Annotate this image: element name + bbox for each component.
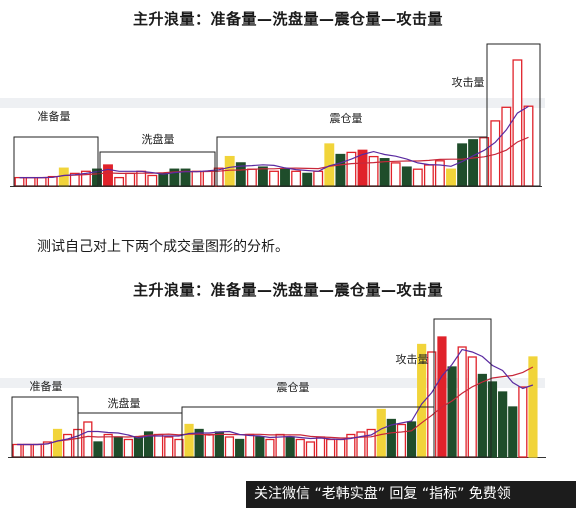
volume-bar (518, 386, 528, 458)
volume-bar (427, 351, 437, 458)
volume-bar (32, 443, 42, 458)
region-label: 震仓量 (330, 111, 363, 125)
volume-bar (336, 438, 346, 458)
volume-bar (204, 433, 214, 458)
volume-bar (477, 373, 487, 458)
ma-line-long (17, 366, 534, 446)
chart-title-bottom: 主升浪量：准备量—洗盘量—震仓量—攻击量 (132, 281, 443, 299)
volume-bar (113, 436, 123, 458)
volume-bar (498, 391, 508, 458)
volume-bar (245, 433, 255, 458)
volume-bar (457, 346, 467, 458)
volume-bar (467, 356, 477, 458)
volume-bar (154, 433, 164, 458)
volume-bar (83, 421, 93, 458)
volume-bar (265, 438, 275, 458)
region-label: 准备量 (30, 379, 63, 393)
volume-bar (437, 336, 447, 458)
volume-bar (406, 421, 417, 458)
volume-bar (275, 433, 285, 458)
caption-text: 测试自己对上下两个成交量图形的分析。 (37, 239, 289, 255)
volume-bar (285, 436, 295, 458)
watermark-banner: 关注微信 “老韩实盘” 回复 “指标” 免费领 (246, 481, 576, 508)
region-label: 攻击量 (396, 352, 429, 366)
volume-bar (396, 423, 407, 458)
volume-bar (235, 438, 245, 458)
volume-bar (103, 433, 113, 458)
volume-bar (295, 438, 305, 458)
chart-title-top: 主升浪量：准备量—洗盘量—震仓量—攻击量 (132, 10, 443, 28)
background-band (0, 98, 545, 108)
volume-bar (123, 438, 133, 458)
volume-bar (12, 443, 22, 458)
volume-bar (184, 423, 194, 458)
volume-bar (52, 428, 63, 458)
region-label: 洗盘量 (142, 132, 175, 146)
volume-bar (133, 436, 144, 458)
volume-bar (93, 441, 103, 458)
region-box (99, 151, 216, 187)
background-band (0, 378, 545, 388)
volume-bar (315, 436, 326, 458)
volume-bar (255, 436, 265, 458)
ma-line-short (19, 105, 529, 179)
ma-line-long (19, 136, 529, 179)
volume-bar (376, 408, 386, 458)
region-box (433, 318, 492, 458)
volume-bar (508, 406, 518, 458)
volume-bar (224, 436, 235, 458)
region-box (13, 136, 99, 187)
ma-line-short (17, 348, 534, 446)
region-label: 震仓量 (277, 380, 310, 394)
region-label: 准备量 (38, 109, 71, 123)
volume-bar (164, 436, 174, 458)
volume-bar (22, 443, 32, 458)
region-label: 洗盘量 (108, 396, 141, 410)
region-label: 攻击量 (452, 75, 485, 89)
volume-bar (528, 356, 538, 458)
volume-bar (447, 366, 457, 458)
volume-bar (487, 381, 498, 458)
volume-bar (326, 438, 336, 458)
volume-bar (305, 441, 316, 458)
region-box (486, 43, 541, 187)
volume-bar (214, 431, 224, 458)
